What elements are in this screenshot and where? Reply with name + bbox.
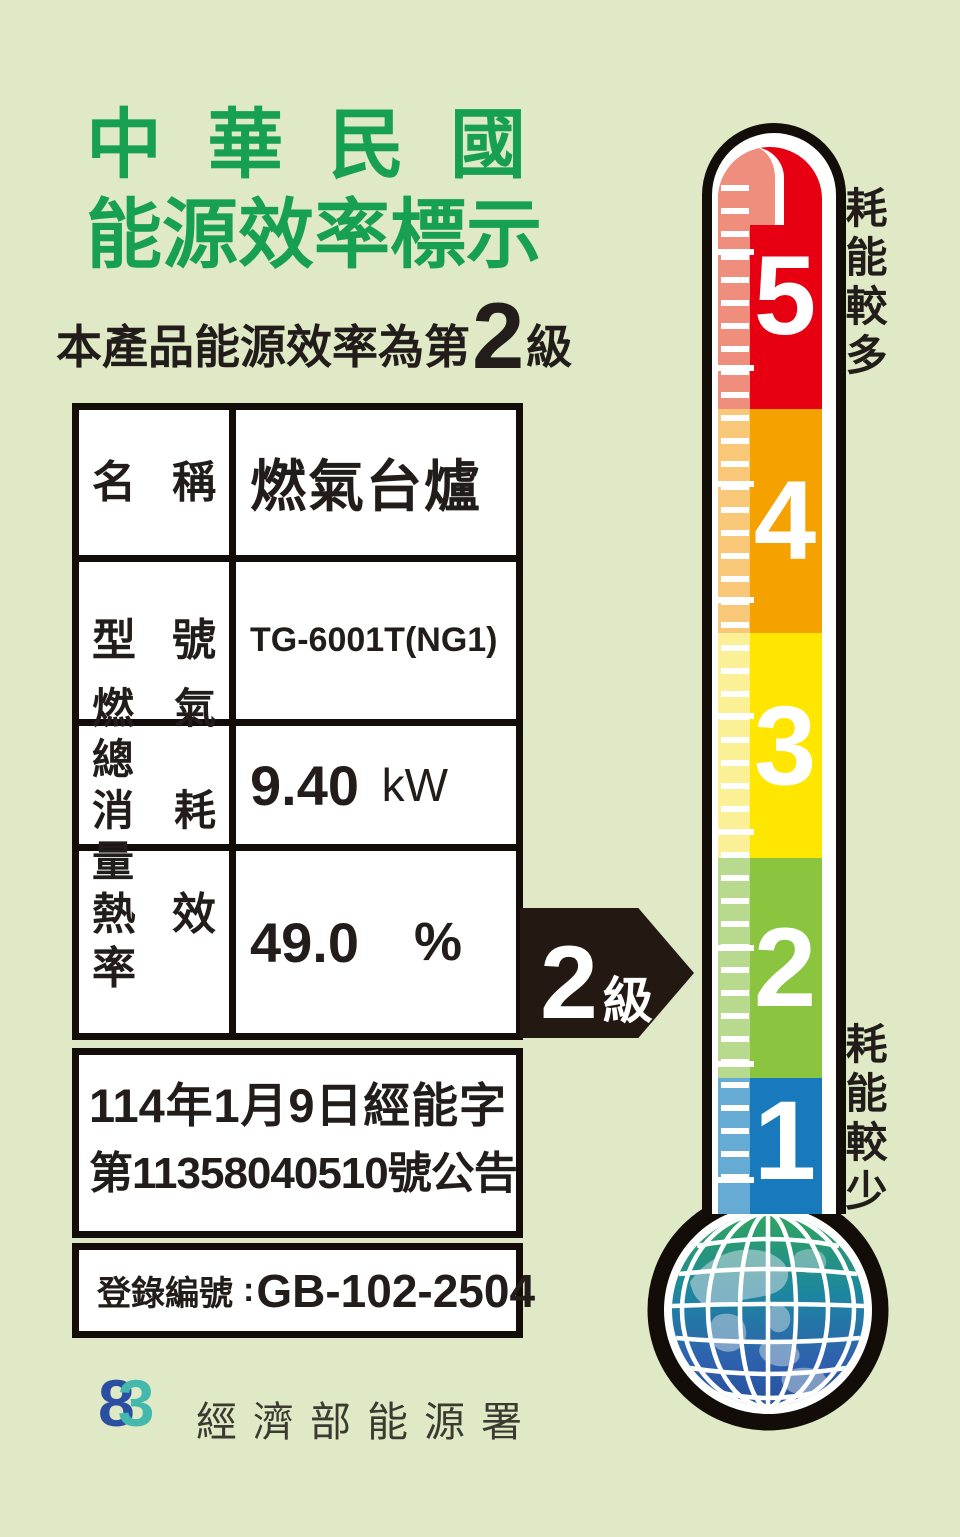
scale-number-1: 1 [753, 1077, 817, 1203]
tick-marks-major [716, 185, 754, 1189]
registration-colon: : [243, 1271, 255, 1309]
grade-statement-suffix: 級 [526, 321, 573, 373]
logo-glyph-teal: 3 [117, 1366, 155, 1440]
page-title-line2: 能源效率標示 [86, 193, 542, 278]
row-efficiency-value: 49.0 % [250, 910, 462, 974]
agency-name: 經濟部能源署 [196, 1399, 538, 1445]
row-model-label: 型號 [79, 562, 236, 719]
scale-number-3: 3 [753, 682, 817, 808]
grade-statement-number: 2 [472, 282, 525, 388]
table-row-gas-consumption: 燃氣總 消耗量 9.40 kW [79, 685, 516, 885]
page-title-line1: 中 華 民 國 [86, 103, 526, 188]
registration-label: 登錄編號 [97, 1275, 233, 1313]
announcement-line2: 第11358040510號公告 [89, 1148, 518, 1198]
consumption-unit: kW [381, 759, 448, 811]
grade-arrow-number: 2 [540, 924, 598, 1041]
row-model-value: TG-6001T(NG1) [250, 621, 498, 659]
high-consumption-label: 耗能較多 [840, 186, 887, 382]
table-row-name: 名稱 燃氣台爐 [79, 410, 516, 562]
table-row-model: 型號 TG-6001T(NG1) [79, 562, 516, 726]
grade-statement: 本產品能源效率為第 2 級 [56, 282, 572, 388]
scale-number-4: 4 [753, 458, 817, 583]
table-row-thermal-efficiency: 熱效率 49.0 % [79, 851, 516, 1033]
grade-arrow-badge: 2 級 [520, 908, 694, 1038]
row-name-label: 名稱 [79, 410, 236, 555]
efficiency-unit: % [413, 912, 462, 972]
spec-table: 名稱 燃氣台爐 型號 TG-6001T(NG1) 燃氣總 消耗量 9.40 kW… [72, 403, 523, 1040]
scale-number-5: 5 [753, 233, 817, 359]
row-name-value: 燃氣台爐 [250, 455, 482, 518]
row-consumption-value: 9.40 kW [250, 753, 448, 817]
scale-number-2: 2 [753, 905, 817, 1030]
energy-administration-logo-icon: 83 [98, 1368, 154, 1438]
announcement-line1: 114年1月9日經能字 [89, 1079, 506, 1132]
grade-statement-prefix: 本產品能源效率為第 [56, 321, 470, 373]
row-consumption-label: 燃氣總 消耗量 [79, 685, 236, 885]
registration-box: 登錄編號 : GB-102-2504 [72, 1243, 535, 1338]
grade-arrow-suffix: 級 [602, 973, 653, 1029]
registration-number: GB-102-2504 [256, 1264, 536, 1317]
logo-glyph-blue: 8 [98, 1366, 135, 1440]
low-consumption-label: 耗能較少 [840, 1022, 887, 1218]
announcement-box: 114年1月9日經能字 第11358040510號公告 [72, 1048, 523, 1238]
row-efficiency-label: 熱效率 [79, 851, 236, 1033]
globe-icon [647, 1189, 889, 1431]
